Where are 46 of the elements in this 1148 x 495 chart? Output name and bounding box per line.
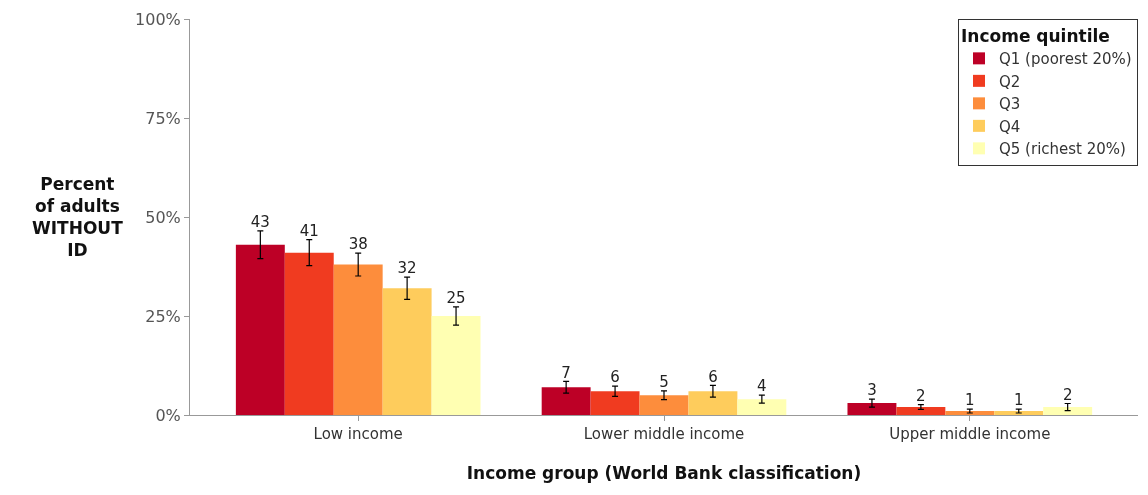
y-tick-label: 75% [145,108,181,128]
x-tick-label: Upper middle income [889,425,1051,443]
y-tick-label: 100% [135,9,181,29]
data-label: 2 [916,386,926,405]
bar [333,264,383,415]
bar [945,411,995,415]
x-axis-title: Income group (World Bank classification) [466,463,862,484]
legend-label: Q3 [999,95,1021,114]
legend-label: Q2 [999,72,1021,91]
data-label: 38 [348,235,368,254]
bar [688,391,738,415]
data-label: 6 [708,367,718,386]
bar [639,395,689,415]
x-tick-label: Low income [313,425,403,443]
data-label: 4 [757,377,767,396]
legend-label: Q4 [999,117,1021,136]
bar [590,391,640,415]
data-label: 6 [610,368,620,387]
bar [431,316,481,415]
data-label: 43 [250,213,270,232]
legend-label: Q5 (richest 20%) [999,140,1126,159]
data-label: 41 [299,221,319,240]
bar [1043,407,1093,415]
bar [541,387,591,415]
data-label: 1 [1013,391,1024,410]
bar [382,288,432,415]
legend-label: Q1 (poorest 20%) [999,50,1132,69]
data-label: 7 [561,363,571,382]
bar [284,252,334,415]
data-label: 2 [1062,385,1073,404]
bar [896,407,946,415]
data-label: 3 [867,381,877,400]
legend-title: Income quintile [961,26,1110,47]
y-tick-label: 25% [145,306,181,326]
data-label: 25 [446,289,466,308]
y-axis-title: Percent of adults WITHOUT ID [32,174,124,261]
data-label: 32 [397,259,417,278]
bar [847,403,897,415]
bar [235,244,285,415]
data-label: 5 [659,373,669,392]
bar [994,411,1044,415]
bar [737,399,787,415]
y-tick-label: 50% [145,207,181,227]
data-label: 1 [965,391,975,410]
x-tick-label: Lower middle income [583,425,745,443]
y-tick-label: 0% [155,405,181,425]
